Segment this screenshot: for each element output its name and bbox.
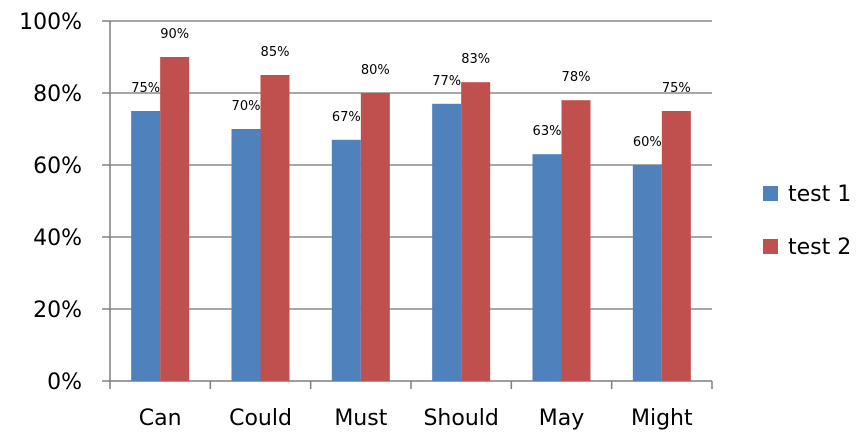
bar-test-2-could bbox=[260, 75, 290, 381]
bar-test-1-can bbox=[131, 111, 161, 381]
legend-swatch bbox=[763, 186, 778, 201]
y-tick-label: 100% bbox=[19, 10, 82, 35]
data-label: 70% bbox=[232, 99, 261, 114]
data-label: 63% bbox=[533, 124, 562, 139]
data-labels: 75% 90% 70% 85% 67% 80% 77%83% 63% 78% 60% 75% bbox=[131, 27, 691, 150]
data-label: 67% bbox=[332, 110, 361, 125]
data-label: 75% bbox=[662, 81, 691, 96]
y-tick-label: 80% bbox=[33, 82, 82, 107]
y-axis-tick-labels: 0% 20% 40% 60% 80% 100% bbox=[19, 10, 82, 395]
data-label: 78% bbox=[562, 70, 591, 85]
y-tick-label: 60% bbox=[33, 154, 82, 179]
legend-swatch bbox=[763, 239, 778, 254]
bar-test-2-can bbox=[160, 57, 190, 381]
bar-test-1-could bbox=[231, 129, 261, 381]
y-tick-label: 40% bbox=[33, 226, 82, 251]
legend: test 1 test 2 bbox=[763, 182, 851, 260]
bar-test-2-should bbox=[461, 82, 491, 381]
data-label: 83% bbox=[461, 52, 490, 67]
legend-label: test 1 bbox=[788, 182, 851, 207]
y-tick-label: 0% bbox=[47, 370, 82, 395]
bar-test-2-may bbox=[561, 100, 591, 381]
bar-test-1-must bbox=[331, 139, 361, 381]
data-label: 85% bbox=[261, 45, 290, 60]
data-label: 90% bbox=[160, 27, 189, 42]
gridlines bbox=[110, 20, 712, 310]
bar-test-2-must bbox=[360, 93, 390, 381]
bar-test-1-might bbox=[632, 165, 662, 381]
data-label: 77% bbox=[432, 74, 461, 89]
x-tick-label: Must bbox=[334, 406, 387, 431]
x-axis-tick-labels: Can Could Must Should May Might bbox=[139, 406, 693, 431]
x-tick-label: Can bbox=[139, 406, 182, 431]
x-tick-label: May bbox=[539, 406, 584, 431]
axes bbox=[102, 20, 713, 389]
y-tick-label: 20% bbox=[33, 298, 82, 323]
bars bbox=[131, 57, 691, 382]
data-label: 80% bbox=[361, 63, 390, 78]
bar-test-1-should bbox=[432, 103, 462, 382]
data-label: 60% bbox=[633, 135, 662, 150]
x-tick-label: Could bbox=[229, 406, 292, 431]
legend-label: test 2 bbox=[788, 235, 851, 260]
bar-test-2-might bbox=[661, 111, 691, 381]
data-label: 75% bbox=[131, 81, 160, 96]
x-tick-label: Should bbox=[423, 406, 498, 431]
x-tick-label: Might bbox=[631, 406, 693, 431]
bar-test-1-may bbox=[532, 154, 562, 381]
